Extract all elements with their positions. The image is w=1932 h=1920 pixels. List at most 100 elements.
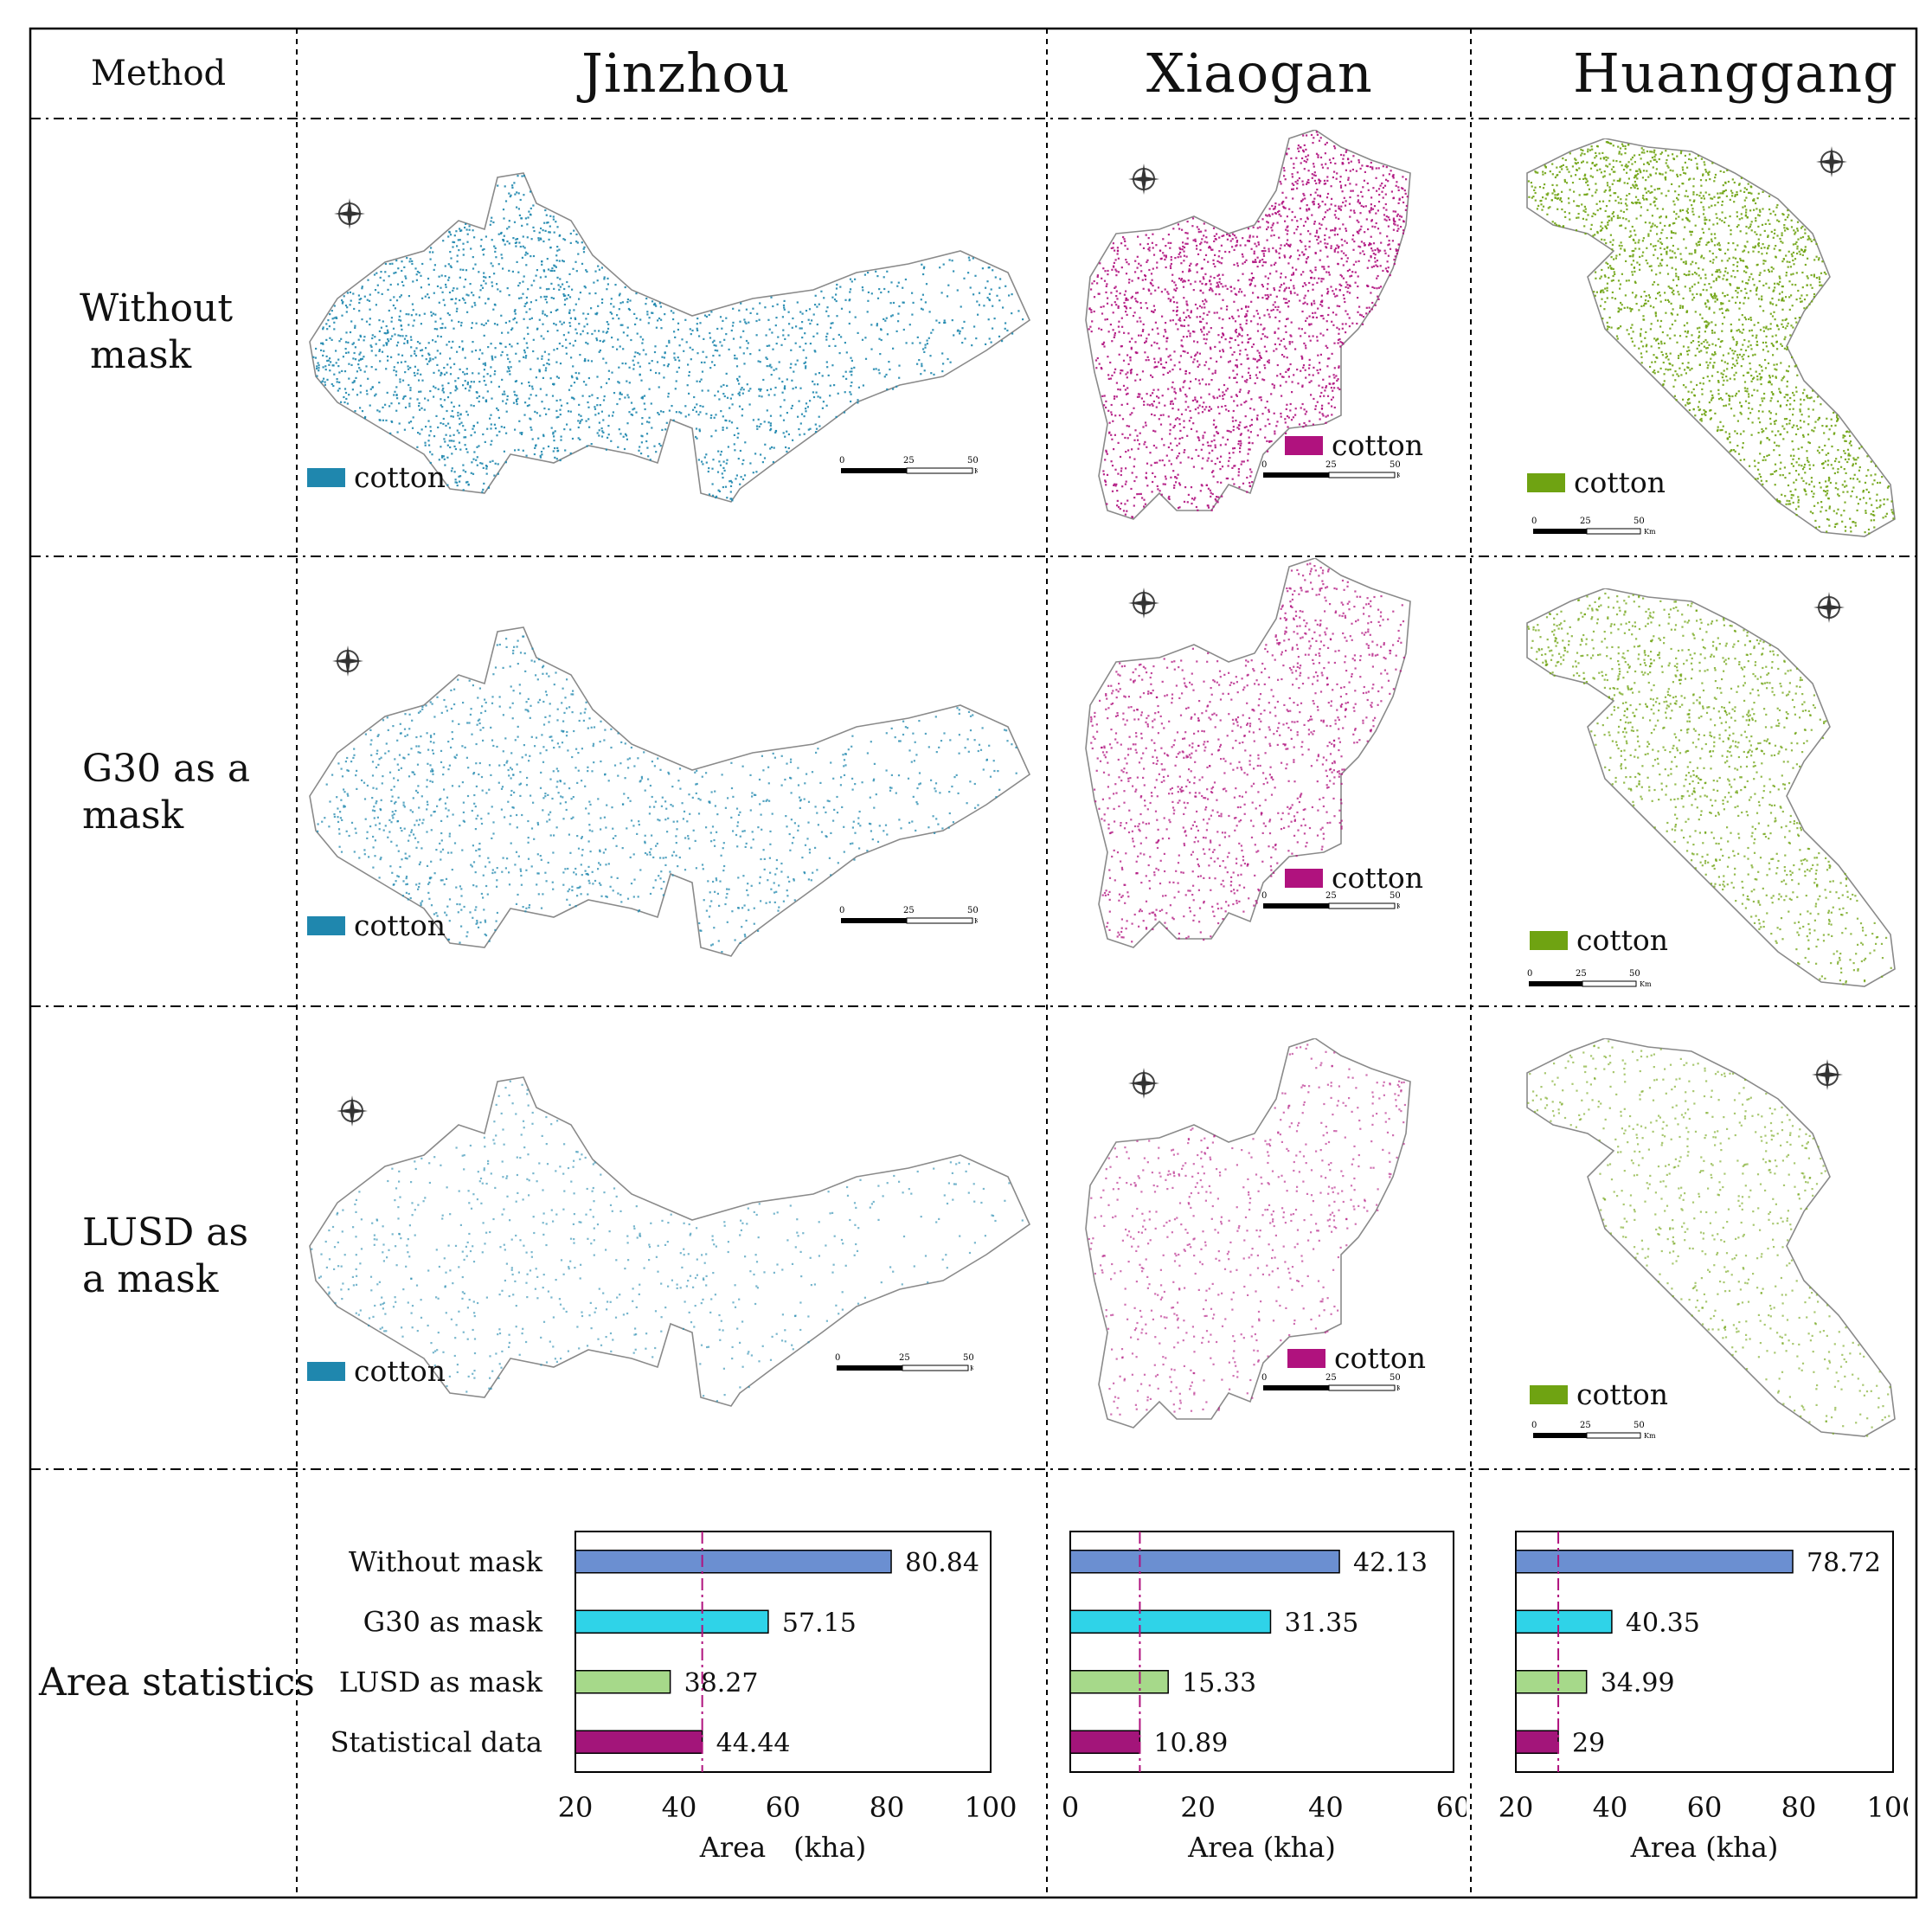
cotton-pixel xyxy=(446,409,448,413)
cotton-pixel xyxy=(701,1254,703,1256)
cotton-pixel xyxy=(468,1202,471,1204)
cotton-pixel xyxy=(886,833,889,836)
cotton-pixel xyxy=(927,337,930,339)
cotton-pixel xyxy=(578,414,581,416)
cotton-pixel xyxy=(657,1270,659,1273)
cotton-pixel xyxy=(743,830,746,832)
cotton-pixel xyxy=(806,773,808,775)
cotton-pixel xyxy=(322,328,324,331)
cotton-pixel xyxy=(825,404,828,407)
cotton-pixel xyxy=(935,319,938,322)
cotton-pixel xyxy=(471,461,473,464)
cotton-pixel xyxy=(705,1284,708,1287)
cotton-pixel xyxy=(791,326,793,329)
cotton-pixel xyxy=(542,1233,545,1236)
cotton-pixel xyxy=(968,259,971,261)
cotton-pixel xyxy=(527,1153,530,1156)
cotton-pixel xyxy=(598,882,601,884)
cotton-pixel xyxy=(1393,259,1396,261)
cotton-pixel xyxy=(500,254,503,256)
cotton-pixel xyxy=(959,332,961,335)
cotton-pixel xyxy=(428,897,431,900)
cotton-pixel xyxy=(525,869,528,871)
cotton-pixel xyxy=(519,432,522,434)
cotton-pixel xyxy=(883,830,885,832)
cotton-pixel xyxy=(629,856,632,858)
cotton-pixel xyxy=(581,419,583,421)
cotton-pixel xyxy=(430,314,433,317)
cotton-pixel xyxy=(1015,772,1017,774)
cotton-pixel xyxy=(786,762,788,765)
cotton-pixel xyxy=(1090,311,1093,313)
cotton-pixel xyxy=(822,401,825,403)
cotton-pixel xyxy=(1141,279,1144,281)
cotton-pixel xyxy=(343,370,347,373)
cotton-pixel xyxy=(876,840,880,843)
cotton-pixel xyxy=(418,745,420,748)
cotton-pixel xyxy=(461,1250,464,1253)
cotton-pixel xyxy=(572,796,574,799)
cotton-pixel xyxy=(394,307,396,310)
cotton-pixel xyxy=(567,1166,570,1170)
cotton-pixel xyxy=(642,349,645,351)
cotton-pixel xyxy=(381,1326,383,1329)
row-label-lusd-mask: LUSD as a mask xyxy=(82,1210,248,1303)
cotton-pixel xyxy=(557,415,560,418)
cotton-pixel xyxy=(455,298,458,300)
cotton-pixel xyxy=(1005,285,1007,287)
cotton-pixel xyxy=(388,262,391,266)
cotton-pixel xyxy=(1290,335,1293,337)
cotton-pixel xyxy=(491,739,494,742)
cotton-pixel xyxy=(390,317,393,319)
cotton-pixel xyxy=(1303,144,1306,146)
cotton-pixel xyxy=(1181,436,1184,440)
cotton-pixel xyxy=(455,230,458,233)
cotton-pixel xyxy=(590,726,593,729)
cotton-pixel xyxy=(1133,458,1136,460)
cotton-pixel xyxy=(397,267,400,270)
cotton-pixel xyxy=(1171,408,1174,410)
cotton-pixel xyxy=(589,1301,592,1304)
cotton-pixel xyxy=(1374,304,1377,306)
cotton-pixel xyxy=(578,1221,581,1223)
cotton-pixel xyxy=(318,369,320,372)
cotton-pixel xyxy=(644,408,646,411)
cotton-pixel xyxy=(382,1260,385,1262)
cotton-pixel xyxy=(485,865,487,868)
cotton-pixel xyxy=(444,440,446,443)
cotton-pixel xyxy=(761,395,763,398)
cotton-pixel xyxy=(471,305,473,308)
cotton-pixel xyxy=(843,411,846,414)
cotton-pixel xyxy=(540,227,542,230)
cotton-pixel xyxy=(947,826,950,829)
cotton-pixel xyxy=(562,1208,565,1210)
cotton-pixel xyxy=(696,403,698,406)
cotton-pixel xyxy=(340,799,343,801)
cotton-pixel xyxy=(716,390,720,393)
cotton-pixel xyxy=(520,883,523,886)
cotton-pixel xyxy=(465,410,468,413)
cotton-pixel xyxy=(742,459,745,461)
cotton-pixel xyxy=(728,888,730,890)
cotton-pixel xyxy=(805,402,808,405)
cotton-pixel xyxy=(515,245,517,247)
cotton-pixel xyxy=(469,911,472,914)
cotton-pixel xyxy=(1129,433,1132,436)
cotton-pixel xyxy=(1276,363,1279,367)
cotton-pixel xyxy=(395,374,397,376)
cotton-pixel xyxy=(419,408,421,411)
cotton-pixel xyxy=(827,315,830,318)
cotton-pixel xyxy=(857,822,860,825)
cotton-pixel xyxy=(378,349,381,351)
cotton-pixel xyxy=(363,370,366,373)
cotton-pixel xyxy=(825,811,827,813)
cotton-pixel xyxy=(568,833,570,836)
cotton-pixel xyxy=(1349,170,1351,172)
cotton-pixel xyxy=(452,246,454,248)
cotton-pixel xyxy=(1296,293,1299,296)
cotton-pixel xyxy=(791,842,793,844)
cotton-pixel xyxy=(448,313,451,317)
cotton-pixel xyxy=(530,368,532,370)
cotton-pixel xyxy=(684,318,687,321)
cotton-pixel xyxy=(729,420,731,422)
